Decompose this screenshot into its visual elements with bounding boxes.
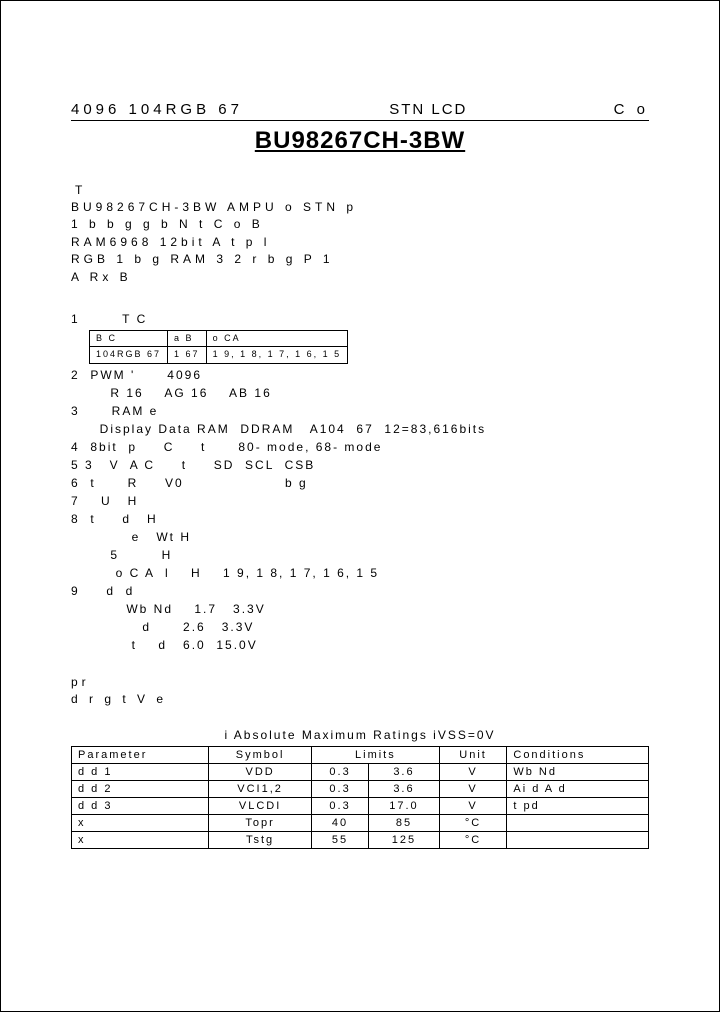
symbol-cell: VLCDI bbox=[209, 797, 312, 814]
pr-line: pr bbox=[71, 674, 649, 691]
description-block: BU98267CH-3BW AMPU o STN p 1 b b g g b N… bbox=[71, 199, 649, 286]
mini-cell: a B bbox=[168, 330, 207, 347]
param-cell: d d 3 bbox=[72, 797, 209, 814]
param-cell: x bbox=[72, 831, 209, 848]
unit-cell: °C bbox=[439, 831, 507, 848]
limit-lo-cell: 0.3 bbox=[311, 780, 368, 797]
param-cell: x bbox=[72, 814, 209, 831]
cond-cell bbox=[507, 831, 649, 848]
limit-hi-cell: 3.6 bbox=[369, 763, 440, 780]
desc-line: RGB 1 b g RAM 3 2 r b g P 1 bbox=[71, 251, 649, 268]
limit-hi-cell: 17.0 bbox=[369, 797, 440, 814]
features-block: 1 T C B C a B o CA 104RGB 67 1 67 1 9, 1… bbox=[71, 310, 649, 654]
feature-line: 4 8bit p C t 80- mode, 68- mode bbox=[71, 438, 649, 456]
table-row: d d 2 VCI1,2 0.3 3.6 V Ai d A d bbox=[72, 780, 649, 797]
mini-cell: o CA bbox=[206, 330, 348, 347]
ratings-header: Symbol bbox=[209, 746, 312, 763]
param-cell: d d 1 bbox=[72, 763, 209, 780]
feature-line: t d 6.0 15.0V bbox=[89, 636, 649, 654]
limit-lo-cell: 40 bbox=[311, 814, 368, 831]
feature-line: 9 d d bbox=[71, 582, 649, 600]
ratings-header: Conditions bbox=[507, 746, 649, 763]
limit-lo-cell: 0.3 bbox=[311, 797, 368, 814]
desc-line: A Rx B bbox=[71, 269, 649, 286]
ratings-title: i Absolute Maximum Ratings iVSS=0V bbox=[71, 728, 649, 742]
cond-cell: t pd bbox=[507, 797, 649, 814]
page-header: 4096 104RGB 67 STN LCD C o bbox=[71, 101, 649, 121]
feature-line: 1 T C bbox=[71, 310, 649, 328]
feature-line: 6 t R V0 b g bbox=[71, 474, 649, 492]
feature-line: Display Data RAM DDRAM A104 67 12=83,616… bbox=[89, 420, 649, 438]
pr-block: pr d r g t V e bbox=[71, 674, 649, 708]
symbol-cell: VCI1,2 bbox=[209, 780, 312, 797]
mini-cell: 1 67 bbox=[168, 347, 207, 364]
ratings-header: Parameter bbox=[72, 746, 209, 763]
header-right: C o bbox=[614, 101, 649, 118]
pr-line: d r g t V e bbox=[71, 691, 649, 708]
unit-cell: °C bbox=[439, 814, 507, 831]
symbol-cell: Topr bbox=[209, 814, 312, 831]
section-t-label: T bbox=[75, 183, 649, 197]
datasheet-page: 4096 104RGB 67 STN LCD C o BU98267CH-3BW… bbox=[0, 0, 720, 1012]
limit-lo-cell: 55 bbox=[311, 831, 368, 848]
feature-line: 5 H bbox=[89, 546, 649, 564]
ratings-header: Unit bbox=[439, 746, 507, 763]
feature-line: 5 3 V A C t SD SCL CSB bbox=[71, 456, 649, 474]
unit-cell: V bbox=[439, 763, 507, 780]
cond-cell: Ai d A d bbox=[507, 780, 649, 797]
limit-hi-cell: 85 bbox=[369, 814, 440, 831]
desc-line: BU98267CH-3BW AMPU o STN p bbox=[71, 199, 649, 216]
symbol-cell: VDD bbox=[209, 763, 312, 780]
limit-hi-cell: 125 bbox=[369, 831, 440, 848]
absolute-max-ratings-table: Parameter Symbol Limits Unit Conditions … bbox=[71, 746, 649, 849]
feature-line: 8 t d H bbox=[71, 510, 649, 528]
limit-hi-cell: 3.6 bbox=[369, 780, 440, 797]
cond-cell: Wb Nd bbox=[507, 763, 649, 780]
mini-cell: 1 9, 1 8, 1 7, 1 6, 1 5 bbox=[206, 347, 348, 364]
header-mid: STN LCD bbox=[389, 101, 467, 118]
part-number-title: BU98267CH-3BW bbox=[71, 127, 649, 155]
feature-line: o C A l H 1 9, 1 8, 1 7, 1 6, 1 5 bbox=[89, 564, 649, 582]
cond-cell bbox=[507, 814, 649, 831]
unit-cell: V bbox=[439, 797, 507, 814]
param-cell: d d 2 bbox=[72, 780, 209, 797]
desc-line: RAM6968 12bit A t p l bbox=[71, 234, 649, 251]
ratings-header: Limits bbox=[311, 746, 439, 763]
feature-line: e Wt H bbox=[89, 528, 649, 546]
limit-lo-cell: 0.3 bbox=[311, 763, 368, 780]
unit-cell: V bbox=[439, 780, 507, 797]
feature-line: 3 RAM e bbox=[71, 402, 649, 420]
feature-line: R 16 AG 16 AB 16 bbox=[89, 384, 649, 402]
desc-line: 1 b b g g b N t C o B bbox=[71, 216, 649, 233]
table-row: x Topr 40 85 °C bbox=[72, 814, 649, 831]
mini-cell: 104RGB 67 bbox=[90, 347, 168, 364]
table-row: d d 1 VDD 0.3 3.6 V Wb Nd bbox=[72, 763, 649, 780]
feature-line: Wb Nd 1.7 3.3V bbox=[89, 600, 649, 618]
table-row: d d 3 VLCDI 0.3 17.0 V t pd bbox=[72, 797, 649, 814]
symbol-cell: Tstg bbox=[209, 831, 312, 848]
feature-line: 2 PWM ' 4096 bbox=[71, 366, 649, 384]
config-table: B C a B o CA 104RGB 67 1 67 1 9, 1 8, 1 … bbox=[89, 330, 348, 364]
header-left: 4096 104RGB 67 bbox=[71, 101, 243, 118]
feature-line: 7 U H bbox=[71, 492, 649, 510]
feature-line: d 2.6 3.3V bbox=[89, 618, 649, 636]
table-row: x Tstg 55 125 °C bbox=[72, 831, 649, 848]
mini-cell: B C bbox=[90, 330, 168, 347]
